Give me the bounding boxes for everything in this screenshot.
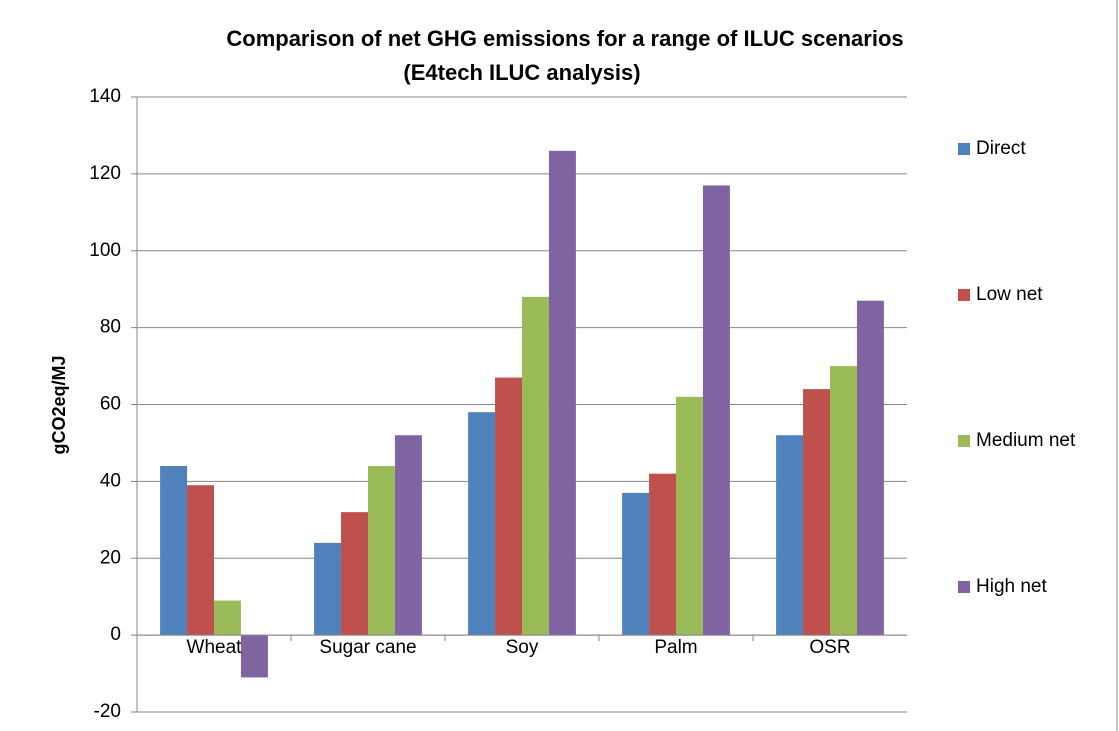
bar bbox=[676, 396, 703, 636]
y-axis-label: gCO2eq/MJ bbox=[49, 355, 69, 454]
bar bbox=[548, 150, 576, 636]
y-tick-label: 40 bbox=[100, 470, 121, 491]
legend-label: Medium net bbox=[976, 430, 1076, 451]
bar bbox=[702, 185, 730, 636]
bar bbox=[187, 485, 214, 636]
x-tick-label: Sugar cane bbox=[319, 637, 416, 658]
bar bbox=[803, 389, 830, 636]
bar bbox=[394, 435, 422, 636]
legend-swatch bbox=[958, 143, 970, 155]
y-tick-label: 80 bbox=[100, 317, 121, 338]
y-tick-label: 140 bbox=[89, 86, 121, 107]
bar bbox=[368, 466, 395, 636]
chart-title: Comparison of net GHG emissions for a ra… bbox=[226, 26, 903, 51]
y-tick-label: 0 bbox=[110, 624, 121, 645]
chart-subtitle: (E4tech ILUC analysis) bbox=[403, 60, 640, 85]
bar bbox=[856, 300, 884, 636]
bar bbox=[468, 412, 496, 636]
bar bbox=[776, 435, 804, 636]
bar bbox=[240, 635, 268, 678]
bar bbox=[341, 512, 368, 636]
x-tick-label: Wheat bbox=[187, 637, 243, 658]
bar bbox=[160, 466, 188, 636]
y-tick-label: -20 bbox=[94, 701, 121, 722]
legend-label: Low net bbox=[976, 284, 1043, 305]
x-tick-label: OSR bbox=[809, 637, 850, 658]
legend-label: Direct bbox=[976, 138, 1026, 159]
legend-swatch bbox=[958, 435, 970, 447]
y-tick-label: 100 bbox=[89, 240, 121, 261]
legend-swatch bbox=[958, 581, 970, 593]
bar bbox=[649, 473, 676, 636]
legend-swatch bbox=[958, 289, 970, 301]
bar bbox=[830, 366, 857, 636]
bar bbox=[214, 600, 241, 636]
y-tick-label: 120 bbox=[89, 163, 121, 184]
bar bbox=[314, 542, 342, 636]
bar bbox=[522, 296, 549, 636]
bar bbox=[622, 492, 650, 636]
y-tick-label: 60 bbox=[100, 394, 121, 415]
bar bbox=[495, 377, 522, 636]
y-tick-label: 20 bbox=[100, 547, 121, 568]
x-tick-label: Soy bbox=[506, 637, 539, 658]
x-tick-label: Palm bbox=[654, 637, 697, 658]
legend-label: High net bbox=[976, 576, 1047, 597]
